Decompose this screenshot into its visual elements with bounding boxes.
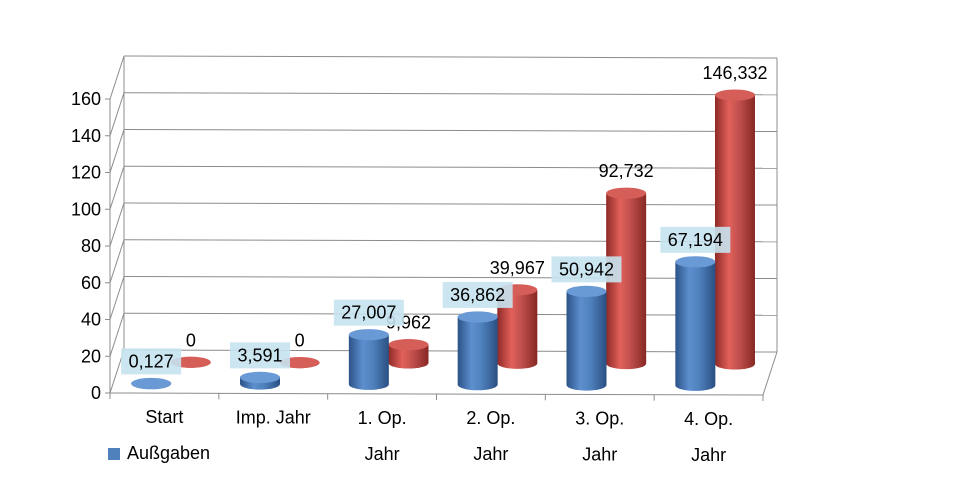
x-tick-label: Imp. Jahr xyxy=(236,408,311,428)
data-label-bg xyxy=(442,281,513,308)
bar-series2-2-top xyxy=(388,339,429,351)
y-tick-label: 0 xyxy=(91,383,101,403)
bar-expenses-5 xyxy=(675,256,716,391)
bar-series2-3-body xyxy=(497,289,538,369)
data-label-series2-4: 92,732 xyxy=(599,161,654,181)
bar-expenses-4-top xyxy=(566,285,607,297)
y-tick-label: 20 xyxy=(81,346,101,366)
data-label-bg xyxy=(230,342,291,369)
data-label-bg xyxy=(121,348,182,375)
bar-series2-5 xyxy=(714,89,755,370)
data-label-expenses-5: 67,194 xyxy=(668,230,723,250)
data-label-expenses-0: 0,127 xyxy=(129,351,174,371)
floor-edge xyxy=(762,351,778,396)
bar-expenses-1-top xyxy=(240,371,281,383)
gridline-side xyxy=(109,92,125,136)
bar-series2-4-body xyxy=(606,193,647,370)
legend-label-expenses: Außgaben xyxy=(127,443,211,463)
data-label-series2-0: 0 xyxy=(186,330,196,350)
y-tick-label: 80 xyxy=(81,236,101,256)
bar-expenses-4-body xyxy=(566,291,607,391)
gridline xyxy=(123,129,778,132)
bar-expenses-2-top xyxy=(348,329,389,341)
bar-series2-5-body xyxy=(714,95,755,370)
gridline-side xyxy=(109,129,125,173)
bar-expenses-0 xyxy=(131,377,172,390)
gridline xyxy=(123,55,778,59)
data-label-bg xyxy=(660,226,731,253)
gridline-side xyxy=(109,166,125,210)
bar-series2-2-body xyxy=(388,344,429,369)
x-tick-label: 3. Op. Jahr xyxy=(575,409,624,465)
bar-series2-2 xyxy=(388,339,429,369)
gridline xyxy=(123,202,778,206)
data-label-series2-3: 39,967 xyxy=(490,258,545,278)
data-label-expenses-2: 27,007 xyxy=(341,303,396,323)
y-tick-label: 160 xyxy=(71,89,101,109)
bar-expenses-5-body xyxy=(675,261,716,391)
gridline xyxy=(123,165,778,169)
bar-expenses-0-top xyxy=(131,377,172,390)
data-label-expenses-4: 50,942 xyxy=(559,259,614,279)
bar-expenses-2-body xyxy=(348,334,389,390)
y-tick-label: 120 xyxy=(71,163,101,183)
gridline xyxy=(123,276,778,279)
data-label-expenses-1: 3,591 xyxy=(237,345,282,365)
bar-expenses-3-top xyxy=(457,311,498,323)
y-tick-label: 40 xyxy=(81,310,101,330)
gridline xyxy=(123,92,778,96)
gridline xyxy=(123,312,778,316)
bar-series2-4-top xyxy=(606,187,647,199)
bar-expenses-2 xyxy=(348,329,389,390)
bar-series2-4 xyxy=(606,187,647,370)
data-label-bg xyxy=(551,256,622,283)
data-label-series2-5: 146,332 xyxy=(702,63,767,83)
data-label-expenses-3: 36,862 xyxy=(450,285,505,305)
x-tick-label: 4. Op. Jahr xyxy=(684,409,733,465)
y-tick-label: 100 xyxy=(71,199,101,219)
bar-expenses-1 xyxy=(240,371,281,390)
bar-expenses-3-body xyxy=(457,316,498,391)
x-tick-label: Start xyxy=(145,407,183,427)
gridline-side xyxy=(109,313,125,357)
data-label-series2-1: 0 xyxy=(295,331,305,351)
gridline-side xyxy=(109,55,125,100)
gridline-side xyxy=(109,239,125,283)
legend: Außgaben xyxy=(108,443,210,464)
gridline-side xyxy=(109,202,125,247)
bar-series2-5-top xyxy=(714,89,755,101)
x-tick-label: 1. Op. Jahr xyxy=(358,408,407,464)
y-tick-label: 60 xyxy=(81,273,101,293)
x-tick-label: 2. Op. Jahr xyxy=(466,408,515,464)
y-tick-label: 140 xyxy=(71,126,101,146)
bar-expenses-4 xyxy=(566,285,607,391)
legend-swatch-expenses xyxy=(108,447,120,460)
data-label-bg xyxy=(333,299,404,326)
bar-expenses-3 xyxy=(457,311,498,391)
gridline-side xyxy=(109,276,125,320)
bar-expenses-5-top xyxy=(675,256,716,268)
